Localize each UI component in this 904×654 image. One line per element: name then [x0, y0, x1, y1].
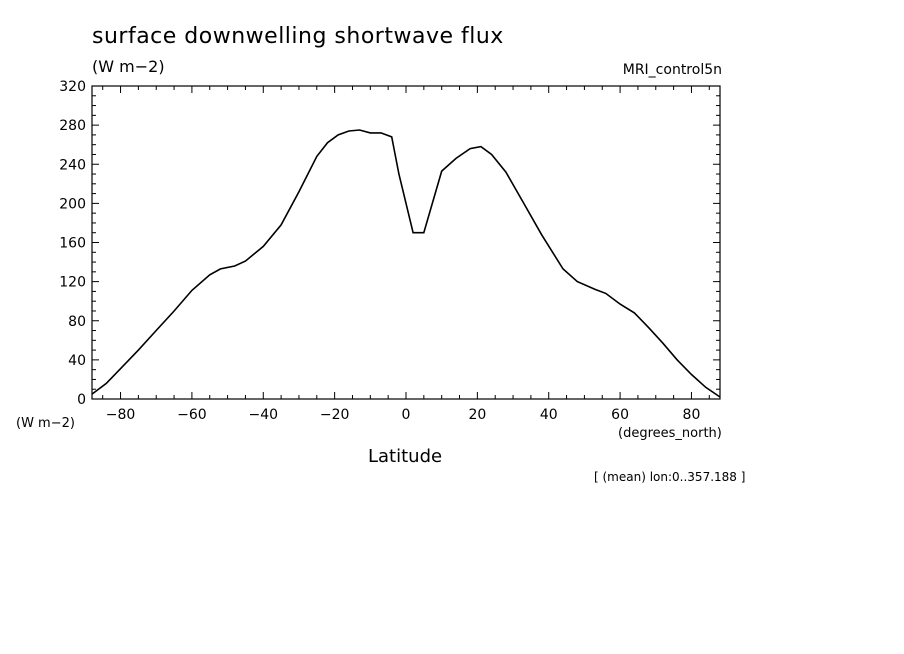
- x-tick-label: 80: [683, 407, 701, 423]
- axis-ticks: [92, 85, 720, 400]
- y-tick-label: 80: [68, 314, 86, 330]
- y-tick-label: 280: [59, 118, 86, 134]
- x-axis-units: (degrees_north): [618, 426, 722, 441]
- model-name: MRI_control5n: [622, 62, 722, 78]
- y-tick-label: 160: [59, 236, 86, 252]
- series-line: [91, 129, 721, 398]
- x-tick-label: −60: [177, 407, 207, 423]
- y-tick-label: 240: [59, 157, 86, 173]
- x-tick-label: −80: [106, 407, 136, 423]
- tick-labels: 0 40 80 120 160 200 240 280 320 −80 −60 −40 −20 0 20 40…: [59, 79, 700, 423]
- chart-units-top: (W m−2): [92, 57, 165, 76]
- chart-title: surface downwelling shortwave flux: [92, 24, 504, 49]
- x-tick-label: 60: [611, 407, 629, 423]
- y-tick-label: 200: [59, 196, 86, 212]
- x-tick-label: 40: [540, 407, 558, 423]
- y-tick-label: 0: [77, 392, 86, 408]
- x-tick-label: −40: [248, 407, 278, 423]
- x-tick-label: −20: [320, 407, 350, 423]
- y-tick-label: 120: [59, 275, 86, 291]
- mean-note: [ (mean) lon:0..357.188 ]: [594, 470, 746, 484]
- y-axis-units: (W m−2): [16, 416, 75, 431]
- x-tick-label: 20: [468, 407, 486, 423]
- y-tick-label: 320: [59, 79, 86, 95]
- plot-frame: [91, 85, 721, 400]
- x-axis-label: Latitude: [368, 446, 443, 467]
- y-tick-label: 40: [68, 353, 86, 369]
- x-tick-label: 0: [402, 407, 411, 423]
